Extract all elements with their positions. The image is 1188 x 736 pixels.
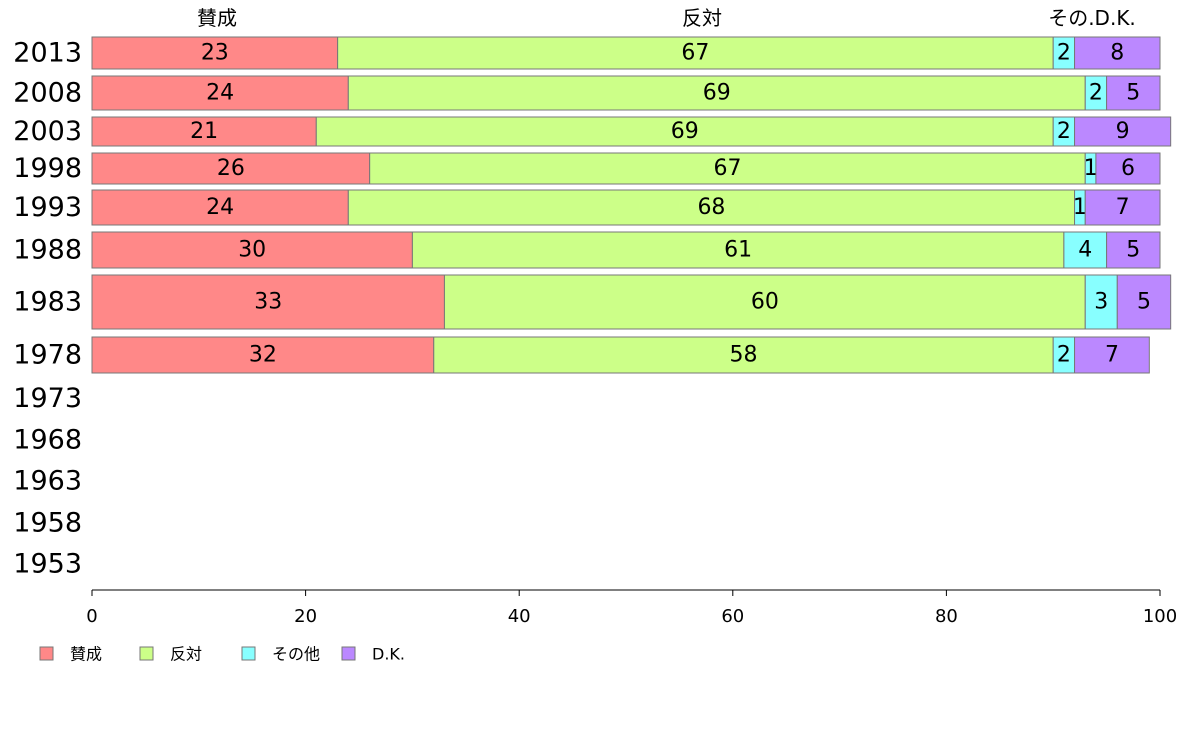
x-tick-label: 0 [86,606,97,627]
legend-label: 反対 [170,645,202,664]
data-label: 9 [1116,119,1130,144]
year-label: 1983 [13,287,82,318]
legend-swatch [241,646,256,661]
bar-segment [1106,231,1161,269]
year-label: 1998 [13,153,82,184]
bar-segment [1095,152,1161,185]
data-label: 68 [697,195,725,220]
data-label: 5 [1126,81,1140,106]
bar-segment [1084,189,1161,226]
data-label: 67 [681,41,709,66]
data-label: 7 [1105,343,1119,368]
data-label: 30 [238,238,266,263]
legend-label: 賛成 [70,645,102,664]
data-label: 2 [1057,343,1071,368]
year-label: 2013 [13,38,82,69]
data-label: 69 [703,81,731,106]
data-label: 2 [1057,119,1071,144]
x-tick-label: 80 [935,606,958,627]
data-label: 32 [249,343,277,368]
data-label: 21 [190,119,218,144]
data-label: 6 [1121,156,1135,181]
year-label: 2008 [13,78,82,109]
data-label: 4 [1078,238,1092,263]
bar-segment [1074,336,1150,374]
bar-segment [91,274,445,330]
bar-segment [1116,274,1172,330]
year-label: 1958 [13,508,82,539]
year-label: 1953 [13,549,82,580]
legend-label: D.K. [372,645,405,664]
bar-segment [91,75,349,111]
year-label: 2003 [13,116,82,147]
bar-segment [337,36,1054,70]
legend-swatch [139,646,154,661]
bar-segment [369,152,1086,185]
year-label: 1973 [13,383,82,414]
year-label: 1993 [13,192,82,223]
bar-segment [347,189,1076,226]
bar-segment [1063,231,1108,269]
bar-segment [411,231,1065,269]
column-header: 反対 [682,6,722,30]
data-label: 2 [1089,81,1103,106]
data-label: 8 [1110,41,1124,66]
x-tick-label: 20 [294,606,317,627]
year-label: 1978 [13,340,82,371]
bar-segment [315,116,1054,147]
column-header: その.D.K. [1048,6,1136,30]
data-label: 2 [1057,41,1071,66]
legend-label: その他 [272,645,320,664]
bar-segment [91,36,339,70]
bar-segment [91,152,371,185]
bar-segment [347,75,1086,111]
bar-segment [1084,274,1118,330]
column-header: 賛成 [197,6,237,30]
x-tick-label: 60 [721,606,744,627]
data-label: 67 [713,156,741,181]
data-label: 23 [201,41,229,66]
x-tick-label: 100 [1143,606,1177,627]
year-label: 1968 [13,425,82,456]
bar-segment [443,274,1086,330]
bar-segment [1074,36,1161,70]
data-label: 24 [206,81,234,106]
bar-segment [91,189,349,226]
data-label: 58 [729,343,757,368]
data-label: 1 [1084,156,1098,181]
data-label: 60 [751,290,779,315]
bar-segment [1106,75,1161,111]
data-label: 69 [671,119,699,144]
data-label: 5 [1126,238,1140,263]
data-label: 24 [206,195,234,220]
data-label: 26 [217,156,245,181]
data-label: 61 [724,238,752,263]
data-label: 5 [1137,290,1151,315]
bar-segment [1074,116,1172,147]
legend-swatch [39,646,54,661]
x-tick-label: 40 [508,606,531,627]
year-label: 1963 [13,466,82,497]
legend-swatch [341,646,356,661]
data-label: 1 [1073,195,1087,220]
data-label: 3 [1094,290,1108,315]
bar-segment [91,336,435,374]
data-label: 33 [254,290,282,315]
data-label: 7 [1116,195,1130,220]
bar-segment [91,116,317,147]
year-label: 1988 [13,235,82,266]
